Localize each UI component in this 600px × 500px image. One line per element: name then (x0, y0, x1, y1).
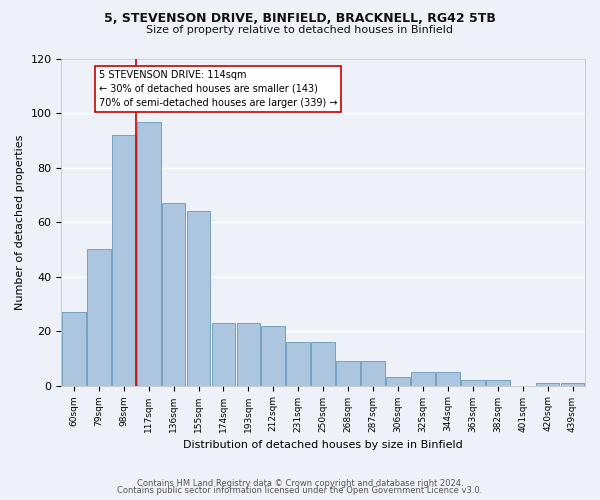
Bar (286, 342, 310, 386)
Bar (336, 361, 360, 386)
Text: 5, STEVENSON DRIVE, BINFIELD, BRACKNELL, RG42 5TB: 5, STEVENSON DRIVE, BINFIELD, BRACKNELL,… (104, 12, 496, 26)
Bar (386, 378, 410, 386)
Bar (311, 342, 335, 386)
Bar (212, 323, 235, 386)
Bar (436, 372, 460, 386)
Text: Size of property relative to detached houses in Binfield: Size of property relative to detached ho… (146, 25, 454, 35)
Bar (162, 203, 185, 386)
Y-axis label: Number of detached properties: Number of detached properties (15, 134, 25, 310)
Bar (262, 326, 285, 386)
Bar (361, 361, 385, 386)
Bar (461, 380, 485, 386)
Bar (62, 312, 86, 386)
Bar (236, 323, 260, 386)
Text: 5 STEVENSON DRIVE: 114sqm
← 30% of detached houses are smaller (143)
70% of semi: 5 STEVENSON DRIVE: 114sqm ← 30% of detac… (99, 70, 337, 108)
Text: Contains public sector information licensed under the Open Government Licence v3: Contains public sector information licen… (118, 486, 482, 495)
Text: Contains HM Land Registry data © Crown copyright and database right 2024.: Contains HM Land Registry data © Crown c… (137, 478, 463, 488)
Bar (187, 212, 211, 386)
Bar (560, 383, 584, 386)
Bar (411, 372, 435, 386)
Bar (112, 135, 136, 386)
Bar (536, 383, 559, 386)
X-axis label: Distribution of detached houses by size in Binfield: Distribution of detached houses by size … (184, 440, 463, 450)
Bar (486, 380, 509, 386)
Bar (137, 122, 161, 386)
Bar (87, 250, 110, 386)
